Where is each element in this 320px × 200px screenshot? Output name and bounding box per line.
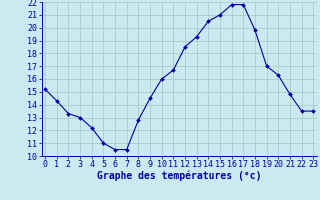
X-axis label: Graphe des températures (°c): Graphe des températures (°c): [97, 171, 261, 181]
